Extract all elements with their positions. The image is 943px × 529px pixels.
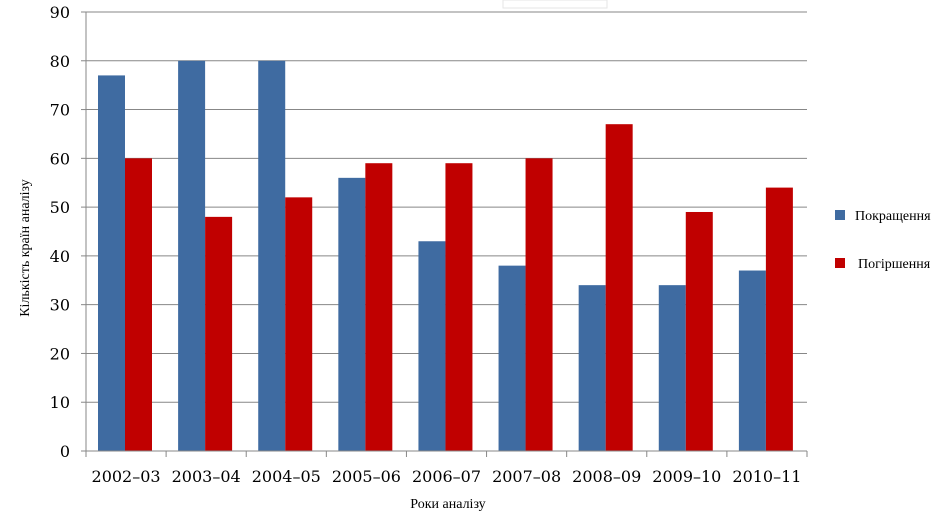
y-tick-label: 10: [50, 393, 70, 412]
bar-improvement: [578, 285, 606, 451]
x-tick-label: 2005–06: [332, 467, 401, 486]
bar-improvement: [98, 75, 125, 452]
axes: [85, 12, 807, 452]
bar-improvement: [658, 285, 686, 451]
y-tick-label: 70: [50, 101, 70, 120]
bar-improvement: [418, 241, 446, 451]
x-tick-label: 2003–04: [172, 467, 241, 486]
y-tick-label: 60: [50, 149, 70, 168]
bar-deterioration: [525, 158, 553, 452]
bar-deterioration: [445, 163, 473, 451]
y-tick-label: 30: [50, 296, 70, 315]
legend-label: Погіршення: [858, 257, 931, 272]
x-tick-label: 2009–10: [652, 467, 721, 486]
y-axis-label: Кількість країн аналізу: [18, 179, 33, 317]
y-tick-label: 40: [50, 247, 70, 266]
bars: [98, 60, 793, 452]
bar-deterioration: [285, 197, 313, 451]
bar-improvement: [178, 60, 206, 452]
title-placeholder-box: [502, 0, 608, 9]
y-tick-label: 90: [50, 3, 70, 22]
bar-deterioration: [125, 158, 152, 452]
bar-deterioration: [365, 163, 393, 451]
legend-swatch: [835, 258, 845, 268]
y-axis-ticks: 0 10 20 30 40 50 60 70 80 90: [50, 3, 86, 461]
bar-deterioration: [765, 187, 793, 451]
x-tick-label: 2008–09: [572, 467, 641, 486]
bar-deterioration: [605, 124, 633, 451]
y-tick-label: 50: [50, 198, 70, 217]
legend-swatch: [835, 210, 845, 220]
bar-improvement: [338, 177, 366, 451]
bar-deterioration: [685, 211, 713, 451]
bar-improvement: [738, 270, 766, 451]
x-tick-label: 2007–08: [492, 467, 561, 486]
x-tick-label: 2002–03: [92, 467, 161, 486]
y-tick-label: 80: [50, 52, 70, 71]
x-tick-label: 2010–11: [732, 467, 801, 486]
x-axis-ticks: 2002–03 2003–04 2004–05 2005–06 2006–07 2007–…: [85, 451, 808, 486]
x-tick-label: 2006–07: [412, 467, 481, 486]
bar-deterioration: [205, 216, 233, 451]
legend: Покращення Погіршення: [835, 209, 931, 272]
x-tick-label: 2004–05: [252, 467, 321, 486]
y-tick-label: 0: [60, 442, 70, 461]
y-tick-label: 20: [50, 344, 70, 363]
bar-improvement: [258, 60, 286, 452]
x-axis-label: Роки аналізу: [410, 497, 485, 512]
legend-label: Покращення: [855, 209, 931, 224]
bar-improvement: [498, 265, 526, 451]
